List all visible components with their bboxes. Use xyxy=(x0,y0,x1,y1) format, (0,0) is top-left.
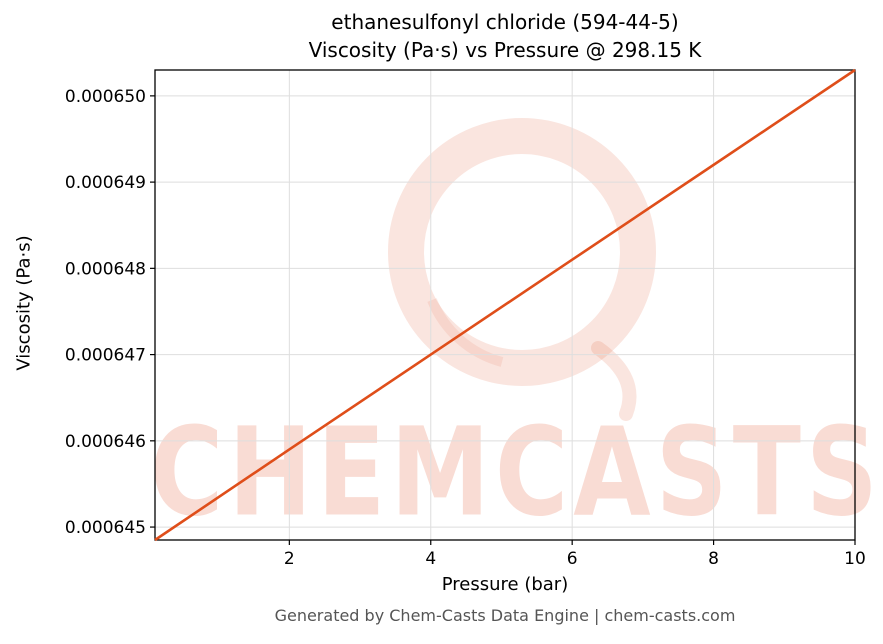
grid-group xyxy=(155,70,856,540)
y-tick-label: 0.000650 xyxy=(65,87,146,107)
watermark-logo-tail xyxy=(591,341,637,421)
series-group xyxy=(154,68,856,542)
watermark-logo-icon xyxy=(388,118,656,421)
plot-border xyxy=(154,69,856,541)
tick-group: 2 4 6 8 10 0.000645 0.000646 0.000647 0.000648 0.… xyxy=(65,87,866,569)
x-axis-label: Pressure (bar) xyxy=(441,574,569,595)
footer-credit: Generated by Chem-Casts Data Engine | ch… xyxy=(274,606,736,625)
y-tick-label: 0.000649 xyxy=(65,173,146,193)
x-tick-label: 4 xyxy=(425,549,436,569)
chart-title: ethanesulfonyl chloride (594-44-5) Visco… xyxy=(155,8,855,64)
x-tick-label: 8 xyxy=(708,549,719,569)
watermark-logo-ring xyxy=(388,118,656,386)
chart-title-line1: ethanesulfonyl chloride (594-44-5) xyxy=(331,10,679,34)
y-tick-label: 0.000646 xyxy=(65,432,146,452)
x-tick-label: 10 xyxy=(844,549,866,569)
watermark-logo-inner-arc xyxy=(427,298,504,367)
y-tick-label: 0.000648 xyxy=(65,259,146,279)
chart-title-line2: Viscosity (Pa·s) vs Pressure @ 298.15 K xyxy=(308,38,702,62)
x-tick-label: 2 xyxy=(284,549,295,569)
series-line-viscosity-vs-pressure xyxy=(154,68,856,542)
y-tick-label: 0.000647 xyxy=(65,346,146,366)
y-tick-label: 0.000645 xyxy=(65,518,146,538)
y-axis-label: Viscosity (Pa·s) xyxy=(13,235,35,371)
x-tick-label: 6 xyxy=(567,549,578,569)
